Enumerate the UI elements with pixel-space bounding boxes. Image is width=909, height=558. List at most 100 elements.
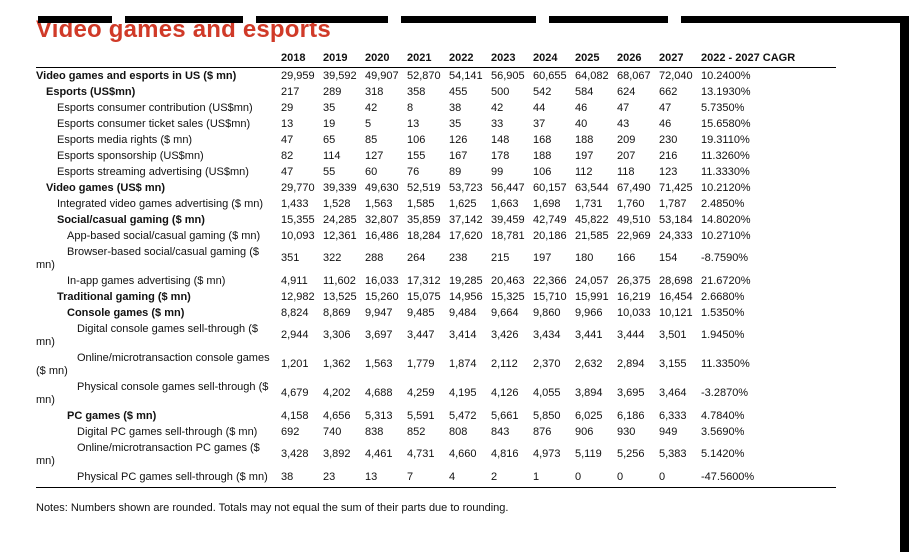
table-cell: 4,195 xyxy=(449,387,477,399)
table-cell: 7 xyxy=(407,470,414,483)
column-header: 2019 xyxy=(323,52,348,64)
table-cell: -3.2870% xyxy=(701,387,749,399)
table-row: Integrated video games advertising ($ mn… xyxy=(36,196,836,212)
table-cell: 2.4850% xyxy=(701,197,745,210)
table-cell: 11.3350% xyxy=(701,358,750,370)
table-cell: 47 xyxy=(659,101,672,114)
table-cell: 1,563 xyxy=(365,197,393,210)
table-cell: 9,484 xyxy=(449,306,477,319)
table-cell: 10,121 xyxy=(659,306,693,319)
table-cell: 13 xyxy=(407,117,420,130)
table-cell: 167 xyxy=(449,149,468,162)
column-header: 2021 xyxy=(407,52,432,64)
table-cell: 9,966 xyxy=(575,306,603,319)
table-cell: 4,656 xyxy=(323,409,351,422)
table-row: Esports consumer contribution (US$mn) 29 3… xyxy=(36,100,836,116)
top-bar-gap xyxy=(112,16,125,23)
table-cell: 53,184 xyxy=(659,213,693,226)
table-cell: 10,093 xyxy=(281,229,315,242)
column-header: 2025 xyxy=(575,52,600,64)
table-cell: 60,157 xyxy=(533,181,567,194)
table-cell: 47 xyxy=(617,101,630,114)
table-cell: 542 xyxy=(533,85,552,98)
column-header: 2022 - 2027 CAGR xyxy=(701,52,796,64)
table-cell: 217 xyxy=(281,85,300,98)
table-row: In-app games advertising ($ mn) 4,911 11,6… xyxy=(36,273,836,289)
table-cell: 20,186 xyxy=(533,229,567,242)
table-cell: 4 xyxy=(449,470,456,483)
table-cell: 288 xyxy=(365,252,384,264)
row-label: Esports streaming advertising (US$mn) xyxy=(57,165,249,178)
table-cell: 3,414 xyxy=(449,329,477,341)
table-cell: 15.6580% xyxy=(701,117,751,130)
table-cell: 6,333 xyxy=(659,409,687,422)
table-cell: 56,905 xyxy=(491,69,525,82)
table-cell: 39,459 xyxy=(491,213,525,226)
table-cell: 12,982 xyxy=(281,290,315,303)
table-cell: 3,306 xyxy=(323,329,351,341)
table-cell: 166 xyxy=(617,252,636,264)
table-cell: 14.8020% xyxy=(701,213,751,226)
table-cell: 209 xyxy=(617,133,636,146)
table-cell: 5,472 xyxy=(449,409,477,422)
table-cell: 584 xyxy=(575,85,594,98)
table-cell: 19,285 xyxy=(449,274,483,287)
table-cell: 56,447 xyxy=(491,181,525,194)
table-cell: 3,441 xyxy=(575,329,603,341)
table-cell: 1,362 xyxy=(323,358,351,370)
table-cell: 10.2120% xyxy=(701,181,751,194)
table-cell: 148 xyxy=(491,133,510,146)
column-header: 2026 xyxy=(617,52,642,64)
row-label: Social/casual gaming ($ mn) xyxy=(57,213,205,226)
row-label: App-based social/casual gaming ($ mn) xyxy=(67,229,261,242)
top-black-bar xyxy=(38,16,909,23)
table-cell: 16,033 xyxy=(365,274,399,287)
table-cell: 24,333 xyxy=(659,229,693,242)
table-cell: 1,698 xyxy=(533,197,561,210)
table-cell: 4,158 xyxy=(281,409,309,422)
table-cell: 0 xyxy=(575,470,582,483)
table-cell: 4,688 xyxy=(365,387,393,399)
table-cell: 15,355 xyxy=(281,213,315,226)
table-cell: 16,486 xyxy=(365,229,399,242)
table-cell: 71,425 xyxy=(659,181,693,194)
column-header: 2020 xyxy=(365,52,390,64)
table-cell: 740 xyxy=(323,425,342,438)
table-cell: 154 xyxy=(659,252,678,264)
table-cell: 5.7350% xyxy=(701,101,745,114)
table-row: Traditional gaming ($ mn) 12,982 13,525 15,… xyxy=(36,289,836,305)
table-cell: 46 xyxy=(659,117,672,130)
table-cell: 35,859 xyxy=(407,213,441,226)
table-cell: 230 xyxy=(659,133,678,146)
table-cell: 15,991 xyxy=(575,290,609,303)
table-cell: 89 xyxy=(449,165,462,178)
row-label: Online/microtransaction PC games ($ mn) xyxy=(36,441,260,467)
table-cell: 63,544 xyxy=(575,181,609,194)
table-row: Esports sponsorship (US$mn) 82 114 127 155 16… xyxy=(36,148,836,164)
table-cell: -8.7590% xyxy=(701,252,749,264)
table-cell: 1,760 xyxy=(617,197,645,210)
table-cell: 4,816 xyxy=(491,448,519,460)
table-cell: 2 xyxy=(491,470,498,483)
right-black-bar xyxy=(900,16,909,552)
table-cell: 42,749 xyxy=(533,213,567,226)
table-cell: 5.1420% xyxy=(701,448,745,460)
table-cell: 35 xyxy=(323,101,336,114)
table-cell: 22,366 xyxy=(533,274,567,287)
table-cell: 4,259 xyxy=(407,387,435,399)
table-cell: 238 xyxy=(449,252,468,264)
table-cell: 4,973 xyxy=(533,448,561,460)
table-cell: 3,434 xyxy=(533,329,561,341)
table-cell: 4,126 xyxy=(491,387,519,399)
table-cell: 318 xyxy=(365,85,384,98)
table-cell: 65 xyxy=(323,133,336,146)
table-cell: 1,528 xyxy=(323,197,351,210)
column-header: 2024 xyxy=(533,52,558,64)
table-cell: 197 xyxy=(575,149,594,162)
table-cell: 5,661 xyxy=(491,409,519,422)
table-cell: 10.2710% xyxy=(701,229,751,242)
top-bar-gap xyxy=(388,16,401,23)
table-cell: 930 xyxy=(617,425,636,438)
table-cell: 6,025 xyxy=(575,409,603,422)
table-cell: 9,485 xyxy=(407,306,435,319)
